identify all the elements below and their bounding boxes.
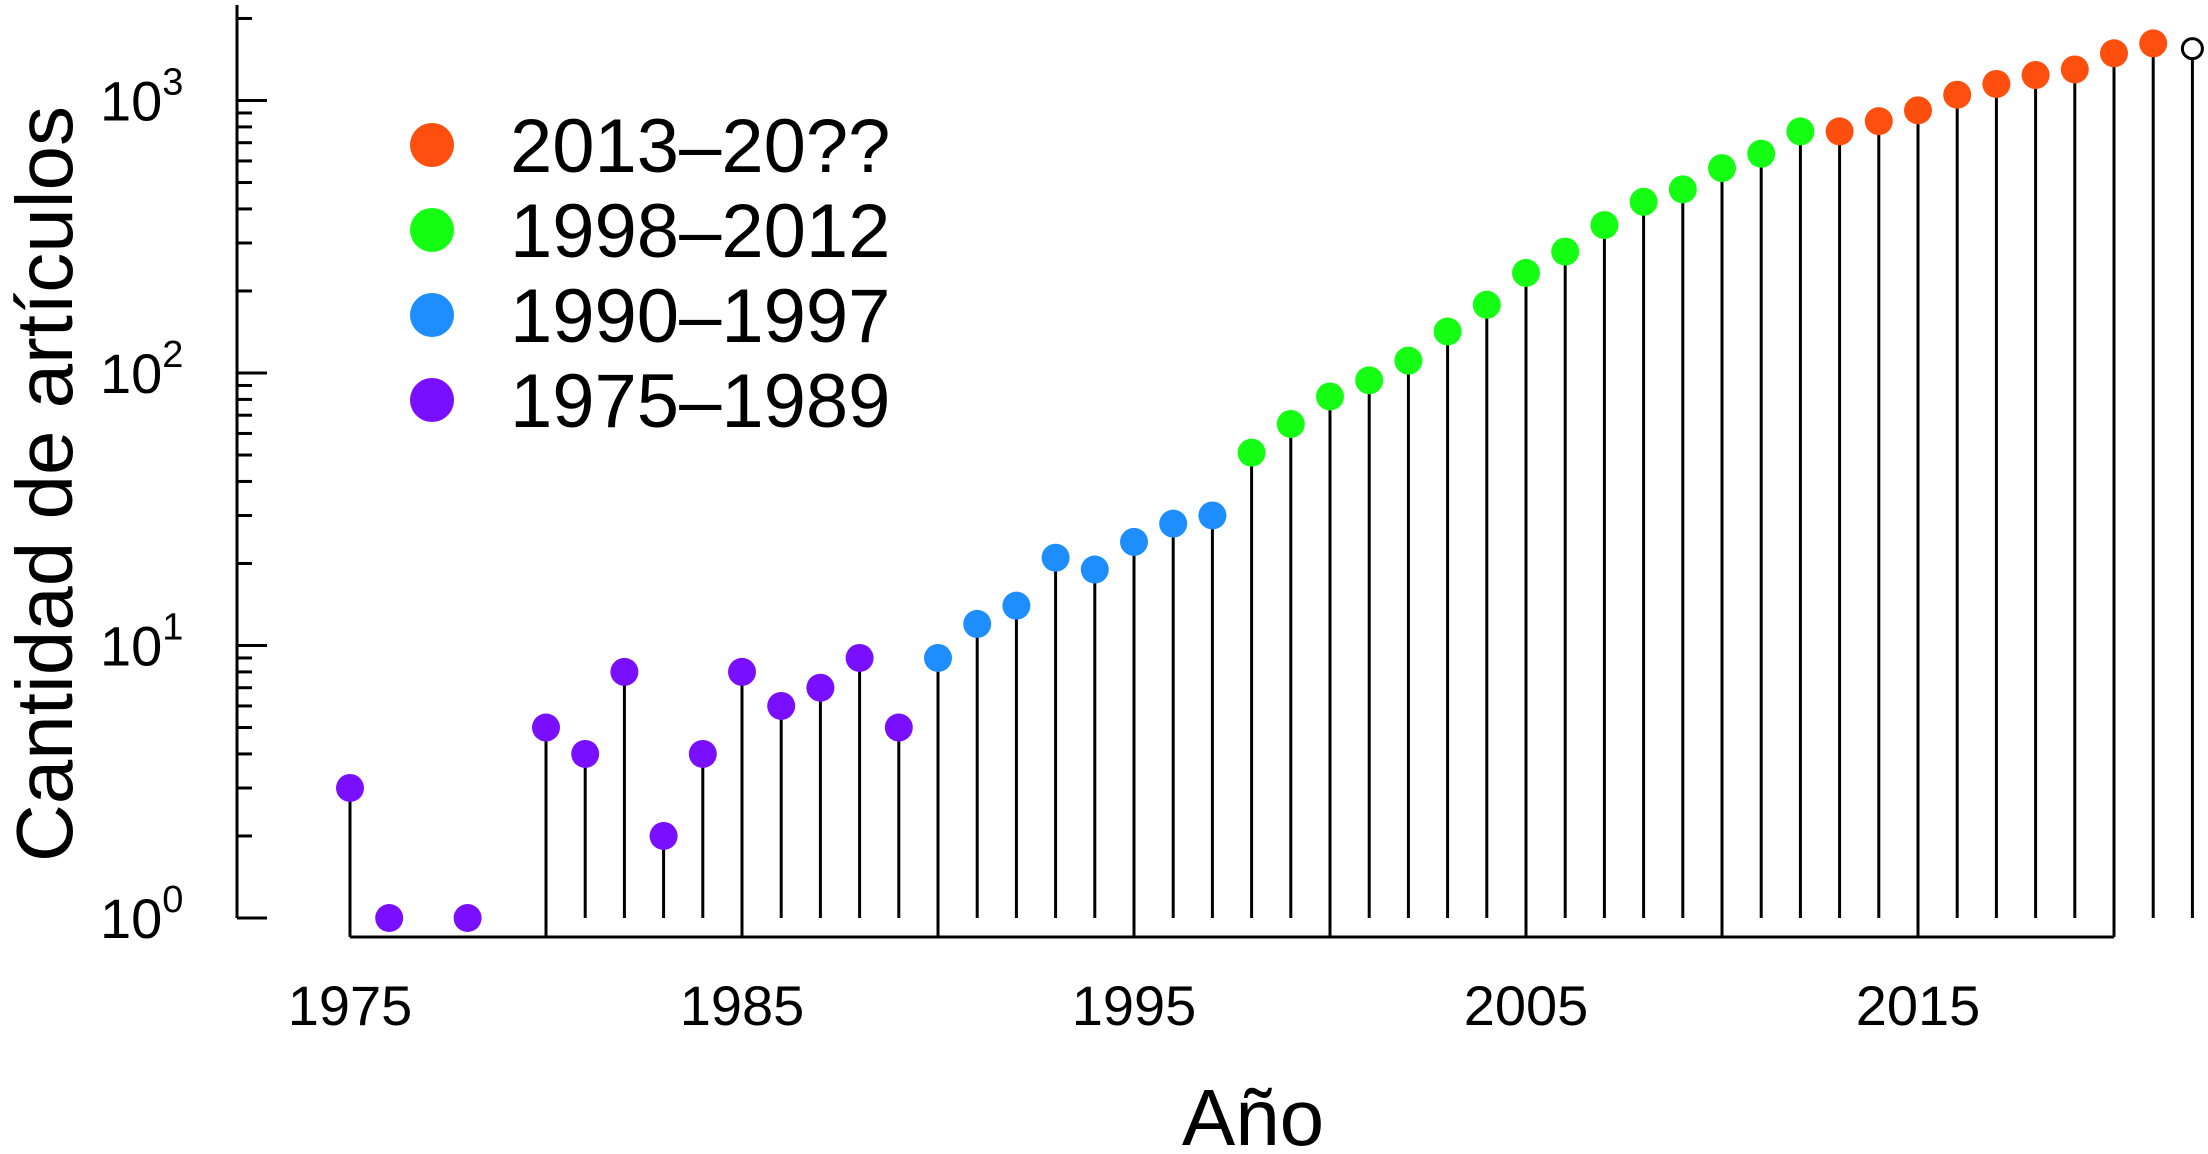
- data-point: [453, 904, 482, 932]
- y-tick-label: 101: [100, 607, 183, 678]
- legend-marker: [410, 123, 454, 167]
- data-point: [728, 657, 756, 686]
- data-point: [688, 739, 717, 768]
- data-point: [1080, 555, 1109, 584]
- y-tick-label: 102: [100, 334, 183, 405]
- legend-label: 2013–20??: [510, 104, 890, 189]
- data-point: [924, 643, 952, 672]
- legend-marker: [410, 378, 454, 422]
- data-point: [1629, 187, 1658, 216]
- data-point: [1747, 139, 1776, 168]
- data-point: [375, 904, 404, 932]
- data-point: [2100, 39, 2128, 68]
- data-point: [610, 657, 639, 686]
- legend-marker: [410, 208, 454, 252]
- data-point: [1355, 366, 1384, 395]
- data-point: [1276, 409, 1305, 438]
- data-point: [1159, 509, 1188, 538]
- data-point: [1551, 237, 1580, 266]
- legend-marker: [410, 293, 454, 337]
- data-point: [649, 821, 678, 850]
- data-point: [336, 773, 364, 802]
- x-tick-label: 2005: [1464, 974, 1589, 1037]
- stems-layer: [348, 43, 2194, 918]
- data-point: [1433, 317, 1462, 346]
- data-point: [1786, 117, 1815, 146]
- data-point: [1825, 117, 1854, 146]
- data-point: [1198, 501, 1227, 530]
- x-tick-label: 2015: [1856, 974, 1981, 1037]
- data-point: [1943, 80, 1972, 109]
- legend-label: 1975–1989: [510, 359, 890, 444]
- data-point: [845, 643, 874, 672]
- data-point: [2139, 29, 2168, 58]
- x-tick-label: 1985: [680, 974, 805, 1037]
- data-point: [1982, 69, 2011, 98]
- y-axis-title: Cantidad de artículos: [0, 106, 89, 862]
- x-axis-title: Año: [1182, 1073, 1324, 1154]
- data-point: [2021, 61, 2050, 90]
- data-point: [1472, 290, 1501, 319]
- points-layer: [336, 29, 2204, 932]
- legend-label: 1990–1997: [510, 274, 890, 359]
- data-point: [963, 609, 992, 638]
- data-point: [1002, 591, 1031, 620]
- data-point: [571, 739, 600, 768]
- data-point: [767, 691, 796, 720]
- x-tick-label: 1995: [1072, 974, 1197, 1037]
- data-point: [806, 673, 835, 702]
- data-point: [1237, 438, 1266, 467]
- data-point: [1512, 258, 1540, 287]
- data-point: [1120, 527, 1148, 556]
- data-point: [1668, 175, 1697, 204]
- data-point: [1904, 96, 1932, 125]
- data-point: [1864, 107, 1893, 136]
- data-point: [1708, 154, 1736, 183]
- legend-label: 1998–2012: [510, 189, 890, 274]
- data-point: [532, 713, 560, 742]
- data-point: [1590, 211, 1619, 240]
- y-tick-label: 103: [100, 62, 183, 133]
- data-point: [884, 713, 913, 742]
- x-ticks-layer: 1975 1985 1995 2005 2015: [288, 914, 2116, 1037]
- x-tick-label: 1975: [288, 974, 413, 1037]
- y-tick-label: 100: [100, 879, 183, 950]
- data-point: [1041, 543, 1070, 572]
- data-point: [1316, 382, 1344, 411]
- data-point: [2180, 37, 2204, 61]
- data-point: [1394, 346, 1423, 375]
- axes-layer: [235, 5, 2114, 939]
- y-ticks-layer: 100 101 102 103: [100, 16, 267, 950]
- data-point: [2060, 55, 2089, 84]
